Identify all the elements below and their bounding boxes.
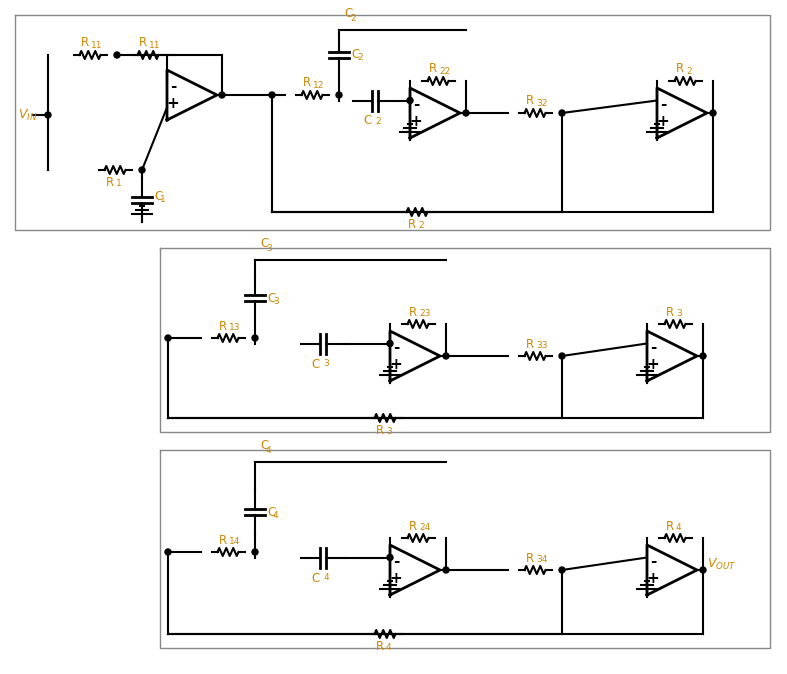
Text: -: - bbox=[660, 97, 666, 112]
Text: 23: 23 bbox=[419, 309, 430, 319]
Text: R: R bbox=[526, 94, 534, 107]
Circle shape bbox=[700, 353, 706, 359]
Text: R: R bbox=[676, 63, 684, 75]
Circle shape bbox=[165, 549, 171, 555]
Text: R: R bbox=[376, 640, 384, 652]
Text: +: + bbox=[647, 571, 660, 586]
Text: R: R bbox=[219, 319, 227, 332]
Text: R: R bbox=[303, 77, 311, 90]
Text: 4: 4 bbox=[266, 446, 272, 455]
Text: 14: 14 bbox=[229, 537, 240, 547]
Text: R: R bbox=[666, 520, 674, 532]
Text: 3: 3 bbox=[323, 359, 329, 369]
Text: R: R bbox=[219, 534, 227, 547]
Text: C: C bbox=[260, 237, 268, 250]
Text: R: R bbox=[429, 63, 437, 75]
Text: +: + bbox=[647, 357, 660, 372]
Text: -: - bbox=[393, 554, 399, 569]
Text: +: + bbox=[390, 571, 402, 586]
Text: -: - bbox=[413, 97, 419, 112]
Text: 2: 2 bbox=[375, 117, 381, 125]
Text: +: + bbox=[390, 357, 402, 372]
Text: 4: 4 bbox=[323, 574, 329, 582]
Text: $V_{IN}$: $V_{IN}$ bbox=[18, 107, 38, 123]
Text: 34: 34 bbox=[536, 555, 548, 565]
Text: 4: 4 bbox=[676, 524, 682, 532]
Circle shape bbox=[559, 353, 565, 359]
Text: C: C bbox=[260, 439, 268, 452]
Text: R: R bbox=[106, 175, 114, 189]
Circle shape bbox=[165, 335, 171, 341]
Circle shape bbox=[463, 110, 469, 116]
Text: 32: 32 bbox=[536, 98, 548, 107]
Text: 11: 11 bbox=[91, 40, 102, 49]
Text: R: R bbox=[376, 423, 384, 437]
Text: R: R bbox=[409, 520, 417, 532]
Circle shape bbox=[559, 110, 565, 116]
Text: +: + bbox=[167, 96, 179, 111]
Circle shape bbox=[710, 110, 716, 116]
Text: -: - bbox=[393, 340, 399, 355]
Text: C: C bbox=[154, 189, 162, 202]
Text: -: - bbox=[650, 340, 656, 355]
Circle shape bbox=[219, 92, 225, 98]
Text: R: R bbox=[526, 551, 534, 565]
Circle shape bbox=[252, 549, 258, 555]
Circle shape bbox=[387, 555, 393, 561]
Circle shape bbox=[443, 353, 449, 359]
Circle shape bbox=[252, 335, 258, 341]
Text: 2: 2 bbox=[418, 222, 423, 231]
Text: R: R bbox=[409, 305, 417, 319]
Text: R: R bbox=[408, 218, 416, 231]
Text: $V_{OUT}$: $V_{OUT}$ bbox=[707, 557, 737, 572]
Text: 12: 12 bbox=[313, 80, 324, 90]
Text: 13: 13 bbox=[229, 324, 241, 332]
Text: C: C bbox=[267, 291, 275, 305]
Text: 1: 1 bbox=[160, 195, 166, 204]
Text: +: + bbox=[656, 114, 670, 129]
Text: R: R bbox=[139, 36, 147, 49]
Text: C: C bbox=[364, 115, 371, 127]
Text: R: R bbox=[526, 338, 534, 350]
Text: C: C bbox=[311, 357, 320, 371]
Text: +: + bbox=[409, 114, 423, 129]
Text: C: C bbox=[311, 572, 320, 584]
Text: -: - bbox=[170, 79, 176, 94]
Text: 4: 4 bbox=[386, 644, 392, 652]
Circle shape bbox=[139, 167, 145, 173]
Text: 3: 3 bbox=[273, 297, 279, 305]
Text: 3: 3 bbox=[266, 244, 272, 253]
Text: C: C bbox=[351, 49, 359, 61]
Circle shape bbox=[443, 567, 449, 573]
Text: R: R bbox=[666, 305, 674, 319]
Text: 22: 22 bbox=[439, 67, 450, 75]
Circle shape bbox=[559, 567, 565, 573]
Text: 2: 2 bbox=[686, 67, 692, 75]
Circle shape bbox=[336, 92, 342, 98]
Text: 2: 2 bbox=[350, 14, 356, 23]
Circle shape bbox=[45, 112, 51, 118]
Circle shape bbox=[700, 567, 706, 573]
Text: 3: 3 bbox=[386, 427, 392, 437]
Text: R: R bbox=[81, 36, 89, 49]
Text: 11: 11 bbox=[149, 40, 161, 49]
Text: 2: 2 bbox=[357, 53, 363, 63]
Circle shape bbox=[114, 52, 120, 58]
Circle shape bbox=[269, 92, 275, 98]
Text: 4: 4 bbox=[273, 510, 279, 520]
Text: 24: 24 bbox=[419, 524, 430, 532]
Circle shape bbox=[407, 98, 413, 104]
Text: 3: 3 bbox=[676, 309, 682, 319]
Text: 1: 1 bbox=[116, 179, 122, 189]
Circle shape bbox=[387, 340, 393, 346]
Text: -: - bbox=[650, 554, 656, 569]
Text: C: C bbox=[344, 7, 353, 20]
Text: C: C bbox=[267, 506, 275, 518]
Text: 33: 33 bbox=[536, 342, 548, 350]
